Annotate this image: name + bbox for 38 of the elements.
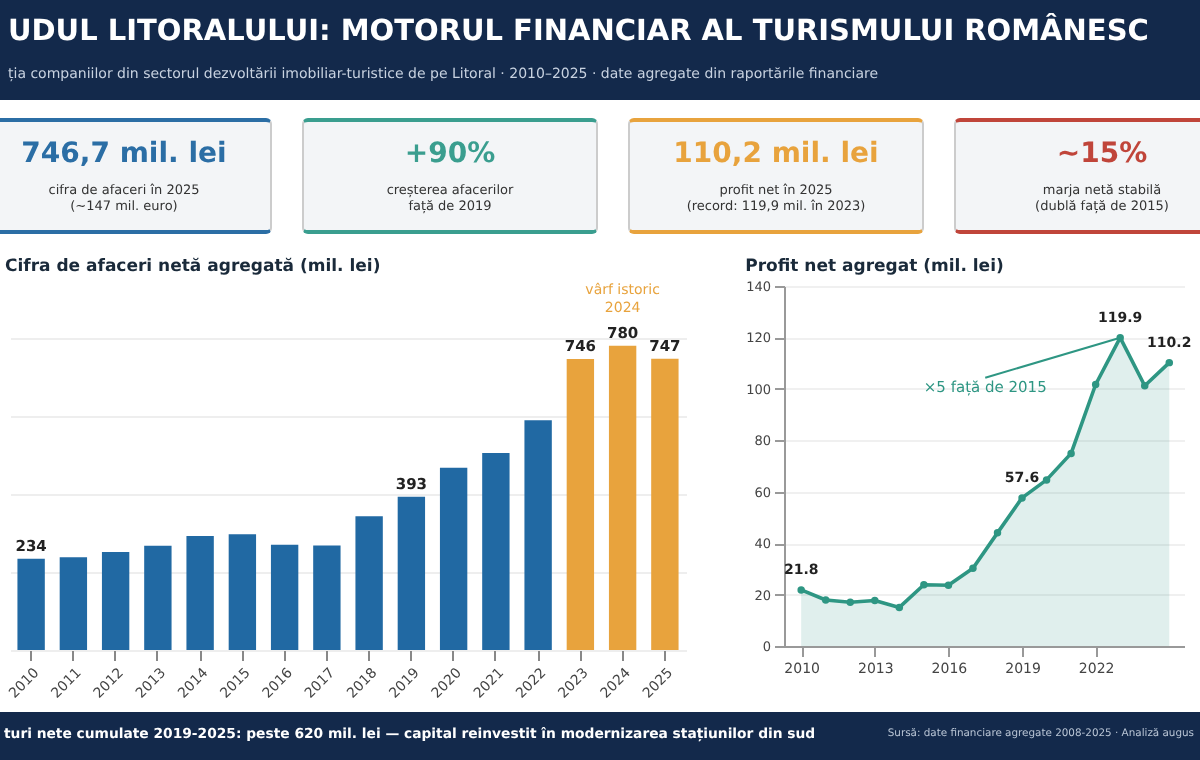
- point: [1165, 358, 1174, 367]
- bar: [270, 544, 299, 650]
- bar: [651, 358, 679, 650]
- bar: [228, 534, 257, 650]
- point: [1067, 449, 1075, 458]
- point: [1091, 380, 1100, 389]
- bar: [186, 536, 214, 650]
- point: [895, 603, 904, 612]
- text: +90%: [402, 138, 498, 170]
- bar: [313, 545, 341, 650]
- point: [993, 529, 1002, 537]
- point: [1140, 382, 1149, 390]
- bar: [59, 557, 88, 650]
- bar: [482, 453, 510, 650]
- bar: [17, 558, 45, 650]
- chart-title: Profit net agregat (mil. lei): [745, 257, 1004, 277]
- chart-title: Cifra de afaceri netă agregată (mil. lei): [4, 256, 381, 277]
- bar: [524, 420, 552, 650]
- bar: [144, 545, 172, 650]
- point: [944, 581, 953, 590]
- point: [797, 586, 805, 594]
- bar: [439, 467, 468, 650]
- text: 110,2 mil. lei: [671, 138, 881, 170]
- bar: [355, 516, 383, 650]
- point: [920, 581, 928, 589]
- text: UDUL LITORALULUI: MOTORUL FINANCIAR AL TURISMULUI ROMÂNESC: [8, 16, 1149, 48]
- point: [969, 564, 977, 573]
- point: [871, 596, 879, 605]
- text: 746,7 mil. lei: [19, 138, 229, 170]
- text: ~15%: [1054, 138, 1150, 170]
- point: [846, 598, 854, 607]
- bar: [101, 552, 130, 650]
- bar: [608, 345, 637, 650]
- point: [1018, 494, 1026, 502]
- point: [821, 596, 830, 604]
- point: [1042, 476, 1051, 484]
- bar: [566, 359, 595, 650]
- bar: [397, 496, 426, 650]
